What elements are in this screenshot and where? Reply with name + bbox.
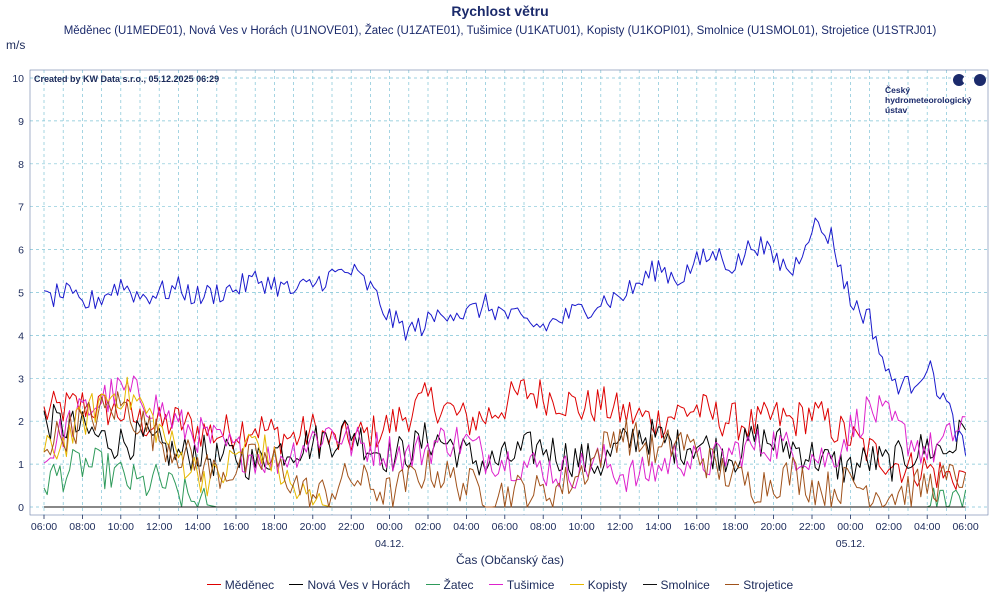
legend-swatch — [725, 584, 740, 586]
series-line-main — [43, 217, 967, 456]
x-tick-label: 06:00 — [952, 521, 978, 533]
series-line-1 — [43, 403, 967, 483]
legend-label: Strojetice — [743, 578, 794, 592]
legend-item-tusimice[interactable]: Tušimice — [488, 578, 555, 592]
x-axis-label: Čas (Občanský čas) — [456, 552, 564, 567]
x-tick-label: 00:00 — [837, 521, 863, 533]
legend-swatch — [206, 584, 221, 586]
x-tick-label: 06:00 — [492, 521, 518, 533]
series-line-3 — [43, 375, 966, 493]
x-tick-label: 18:00 — [261, 521, 287, 533]
legend-item-medenec[interactable]: Měděnec — [206, 578, 275, 592]
legend-item-nova-ves[interactable]: Nová Ves v Horách — [289, 578, 410, 592]
x-tick-label: 10:00 — [108, 521, 134, 533]
logo-line-2: hydrometeorologický — [885, 95, 972, 105]
legend-label: Kopisty — [587, 578, 628, 592]
x-tick-label: 00:00 — [376, 521, 402, 533]
plot-frame — [29, 69, 989, 516]
legend-swatch — [289, 584, 304, 586]
legend-item-strojetice[interactable]: Strojetice — [725, 578, 793, 592]
x-tick-label: 20:00 — [300, 521, 326, 533]
legend-swatch — [642, 584, 657, 586]
y-tick-label: 9 — [18, 116, 24, 128]
y-tick-label: 3 — [18, 373, 24, 385]
chmi-logo: Český hydrometeorologický ústav — [885, 74, 986, 115]
y-tick-label: 6 — [18, 245, 24, 257]
series-line-0 — [43, 379, 966, 491]
x-tick-label: 12:00 — [146, 521, 172, 533]
x-tick-label: 22:00 — [338, 521, 364, 533]
grid — [30, 70, 988, 515]
chart-title: Rychlost větru — [451, 3, 548, 19]
legend-label: Smolnice — [660, 578, 710, 592]
legend-item-smolnice[interactable]: Smolnice — [642, 578, 710, 592]
x-tick-label: 14:00 — [184, 521, 210, 533]
y-axis-unit: m/s — [6, 38, 25, 52]
legend-item-zatec[interactable]: Žatec — [425, 578, 474, 592]
x-tick-label: 16:00 — [223, 521, 249, 533]
y-tick-label: 4 — [18, 330, 24, 342]
x-tick-label: 16:00 — [684, 521, 710, 533]
legend-label: Nová Ves v Horách — [307, 578, 411, 592]
y-tick-label: 1 — [18, 459, 24, 471]
legend-label: Tušimice — [506, 578, 555, 592]
legend-label: Žatec — [443, 578, 474, 592]
legend-swatch — [569, 584, 584, 586]
legend-swatch — [488, 584, 503, 586]
x-tick-label: 08:00 — [69, 521, 95, 533]
date-label: 05.12. — [836, 538, 865, 550]
x-tick-label: 02:00 — [415, 521, 441, 533]
y-tick-label: 5 — [18, 288, 24, 300]
legend-label: Měděnec — [224, 578, 275, 592]
y-tick-label: 2 — [18, 416, 24, 428]
x-tick-label: 06:00 — [31, 521, 57, 533]
axes: 0 1 2 3 4 5 6 7 8 9 10 06:00 08:00 10:00 12:00 14:00 16:… — [12, 69, 989, 550]
x-tick-label: 18:00 — [722, 521, 748, 533]
legend-item-kopisty[interactable]: Kopisty — [569, 578, 628, 592]
logo-dot-small — [962, 76, 970, 84]
x-tick-label: 12:00 — [607, 521, 633, 533]
series-layer — [43, 217, 967, 508]
x-tick-label: 10:00 — [568, 521, 594, 533]
y-tick-label: 7 — [18, 202, 24, 214]
x-tick-label: 14:00 — [645, 521, 671, 533]
y-tick-label: 0 — [18, 502, 24, 514]
series-line-6 — [43, 391, 967, 508]
credit-text: Created by KW Data s.r.o., 05.12.2025 06… — [34, 74, 219, 84]
chart-subtitle: Měděnec (U1MEDE01), Nová Ves v Horách (U… — [64, 24, 937, 37]
legend: Měděnec Nová Ves v Horách Žatec Tušimice… — [0, 578, 1000, 592]
logo-dot — [953, 74, 965, 86]
logo-dot — [974, 74, 986, 86]
x-tick-label: 20:00 — [760, 521, 786, 533]
date-label: 04.12. — [375, 538, 404, 550]
logo-line-3: ústav — [885, 105, 907, 115]
x-tick-label: 02:00 — [876, 521, 902, 533]
legend-swatch — [425, 584, 440, 586]
x-tick-label: 22:00 — [799, 521, 825, 533]
x-tick-label: 08:00 — [530, 521, 556, 533]
y-tick-label: 10 — [12, 73, 24, 85]
x-tick-label: 04:00 — [914, 521, 940, 533]
x-tick-label: 04:00 — [453, 521, 479, 533]
logo-line-1: Český — [885, 84, 910, 95]
y-tick-label: 8 — [18, 159, 24, 171]
